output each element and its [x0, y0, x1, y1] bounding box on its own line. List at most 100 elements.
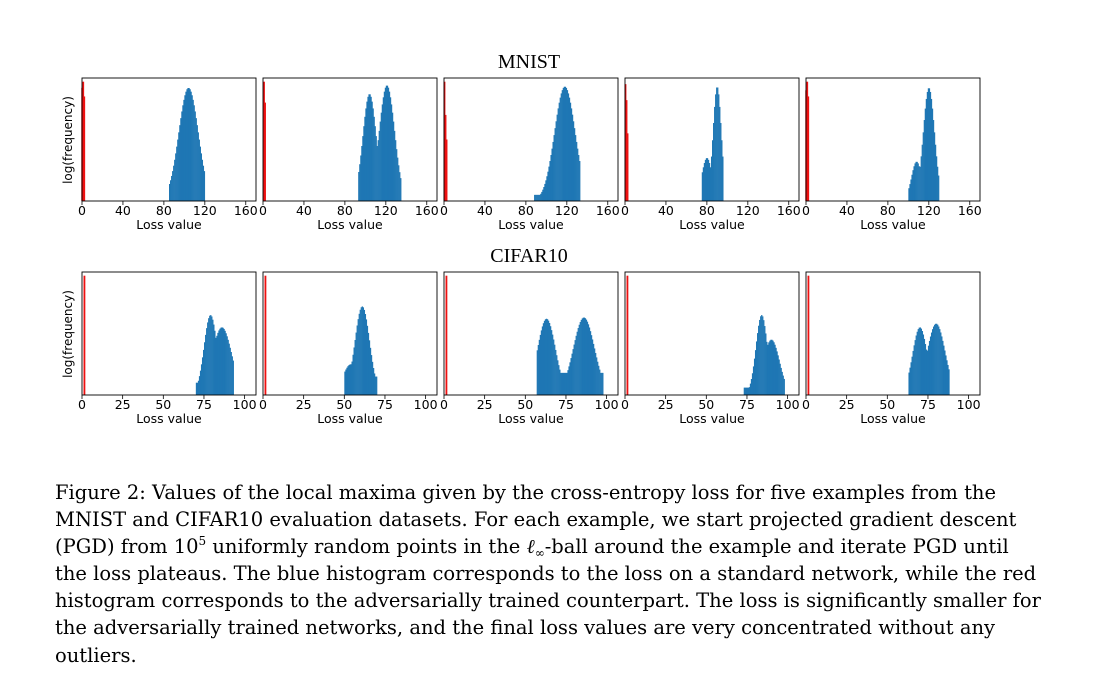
- blue-bar: [198, 376, 201, 395]
- blue-bar: [717, 87, 719, 201]
- caption-text-2: uniformly random points in the: [206, 535, 527, 559]
- tick-label: 0: [78, 397, 86, 412]
- tick-label: 80: [699, 203, 715, 218]
- mnist-row: MNIST log(frequency) 0 40 80 120 160 Loss value…: [61, 51, 982, 232]
- blue-bar: [215, 337, 217, 395]
- blue-bar: [921, 330, 924, 395]
- tick-label: 25: [115, 397, 131, 412]
- histogram-panel: 0 40 80 120 160 Loss value: [621, 77, 801, 232]
- blue-bar: [920, 156, 922, 201]
- blue-bar: [707, 159, 710, 201]
- blue-bar: [373, 116, 375, 201]
- blue-bar: [355, 332, 357, 395]
- blue-bar: [548, 166, 550, 201]
- blue-bar: [566, 90, 569, 201]
- blue-bar: [540, 330, 543, 395]
- blue-bar: [400, 178, 402, 201]
- blue-bar: [360, 307, 362, 395]
- blue-bar: [590, 335, 593, 395]
- blue-bar: [352, 354, 354, 395]
- blue-bar: [547, 171, 549, 201]
- blue-bar: [782, 375, 784, 395]
- figure-histograms: MNIST log(frequency) 0 40 80 120 160 Loss value…: [61, 51, 982, 426]
- blue-bar: [362, 136, 364, 201]
- blue-bar: [172, 171, 174, 201]
- blue-bar: [931, 108, 934, 201]
- blue-bar: [232, 360, 234, 395]
- blue-bar: [534, 194, 536, 201]
- blue-bar: [366, 101, 368, 201]
- blue-bar: [576, 141, 578, 201]
- blue-bar: [363, 309, 366, 395]
- blue-bar: [554, 128, 556, 201]
- blue-bar: [544, 319, 547, 395]
- blue-bar: [934, 324, 936, 395]
- red-bar: [624, 84, 627, 201]
- blue-bar: [370, 355, 373, 395]
- blue-bar: [571, 114, 574, 201]
- blue-bar: [763, 320, 765, 395]
- blue-bar: [196, 125, 198, 201]
- blue-bar: [177, 139, 179, 201]
- blue-bar: [196, 382, 199, 395]
- blue-bar: [537, 194, 539, 201]
- blue-bar: [351, 361, 353, 395]
- blue-bar: [558, 365, 560, 395]
- blue-bar: [919, 327, 921, 395]
- blue-bar: [909, 367, 911, 395]
- blue-bar: [557, 108, 559, 201]
- blue-bar: [378, 130, 380, 201]
- blue-bar: [596, 357, 598, 395]
- blue-bar: [538, 339, 541, 395]
- blue-bar: [562, 372, 564, 395]
- blue-bar: [595, 352, 597, 395]
- histogram-panel: 0 40 80 120 160 Loss value: [78, 77, 258, 232]
- blue-bar: [569, 362, 571, 395]
- blue-bar: [933, 132, 936, 201]
- blue-bar: [348, 365, 350, 395]
- blue-bar: [709, 167, 712, 201]
- blue-bar: [575, 135, 577, 201]
- blue-bar: [701, 172, 704, 201]
- blue-bar: [210, 315, 212, 395]
- x-axis-label: Loss value: [136, 217, 202, 232]
- row-title: CIFAR10: [490, 245, 567, 267]
- blue-bar: [747, 387, 750, 395]
- blue-bar: [718, 94, 720, 201]
- blue-bar: [600, 372, 602, 395]
- blue-bar: [224, 330, 226, 395]
- tick-label: 0: [440, 203, 448, 218]
- blue-bar: [536, 350, 538, 395]
- blue-bar: [217, 332, 219, 395]
- blue-bar: [541, 191, 543, 201]
- blue-bar: [597, 361, 599, 395]
- blue-bar: [783, 378, 785, 395]
- blue-bar: [223, 328, 225, 395]
- blue-bar: [395, 140, 397, 201]
- histogram-panel: 0 25 50 75 100 Loss value: [802, 271, 981, 426]
- blue-bar: [752, 366, 755, 395]
- blue-bar: [226, 336, 228, 395]
- blue-bar: [751, 373, 754, 395]
- blue-bar: [201, 159, 204, 201]
- blue-bar: [558, 102, 560, 201]
- tick-label: 50: [517, 397, 533, 412]
- blue-bar: [190, 91, 192, 201]
- x-axis-label: Loss value: [136, 411, 202, 426]
- red-bar: [806, 81, 809, 201]
- blue-bar: [946, 360, 948, 395]
- blue-bar: [942, 340, 944, 395]
- blue-bar: [581, 318, 583, 395]
- blue-bar: [599, 369, 601, 395]
- tick-label: 75: [377, 397, 393, 412]
- blue-bar: [228, 343, 230, 395]
- blue-bar: [943, 345, 945, 395]
- blue-bar: [189, 89, 191, 201]
- tick-label: 50: [698, 397, 714, 412]
- tick-label: 100: [595, 397, 619, 412]
- red-bar: [83, 275, 86, 395]
- blue-bar: [551, 148, 553, 201]
- blue-bar: [578, 155, 580, 201]
- blue-bar: [602, 372, 604, 395]
- panel-frame: [805, 271, 981, 396]
